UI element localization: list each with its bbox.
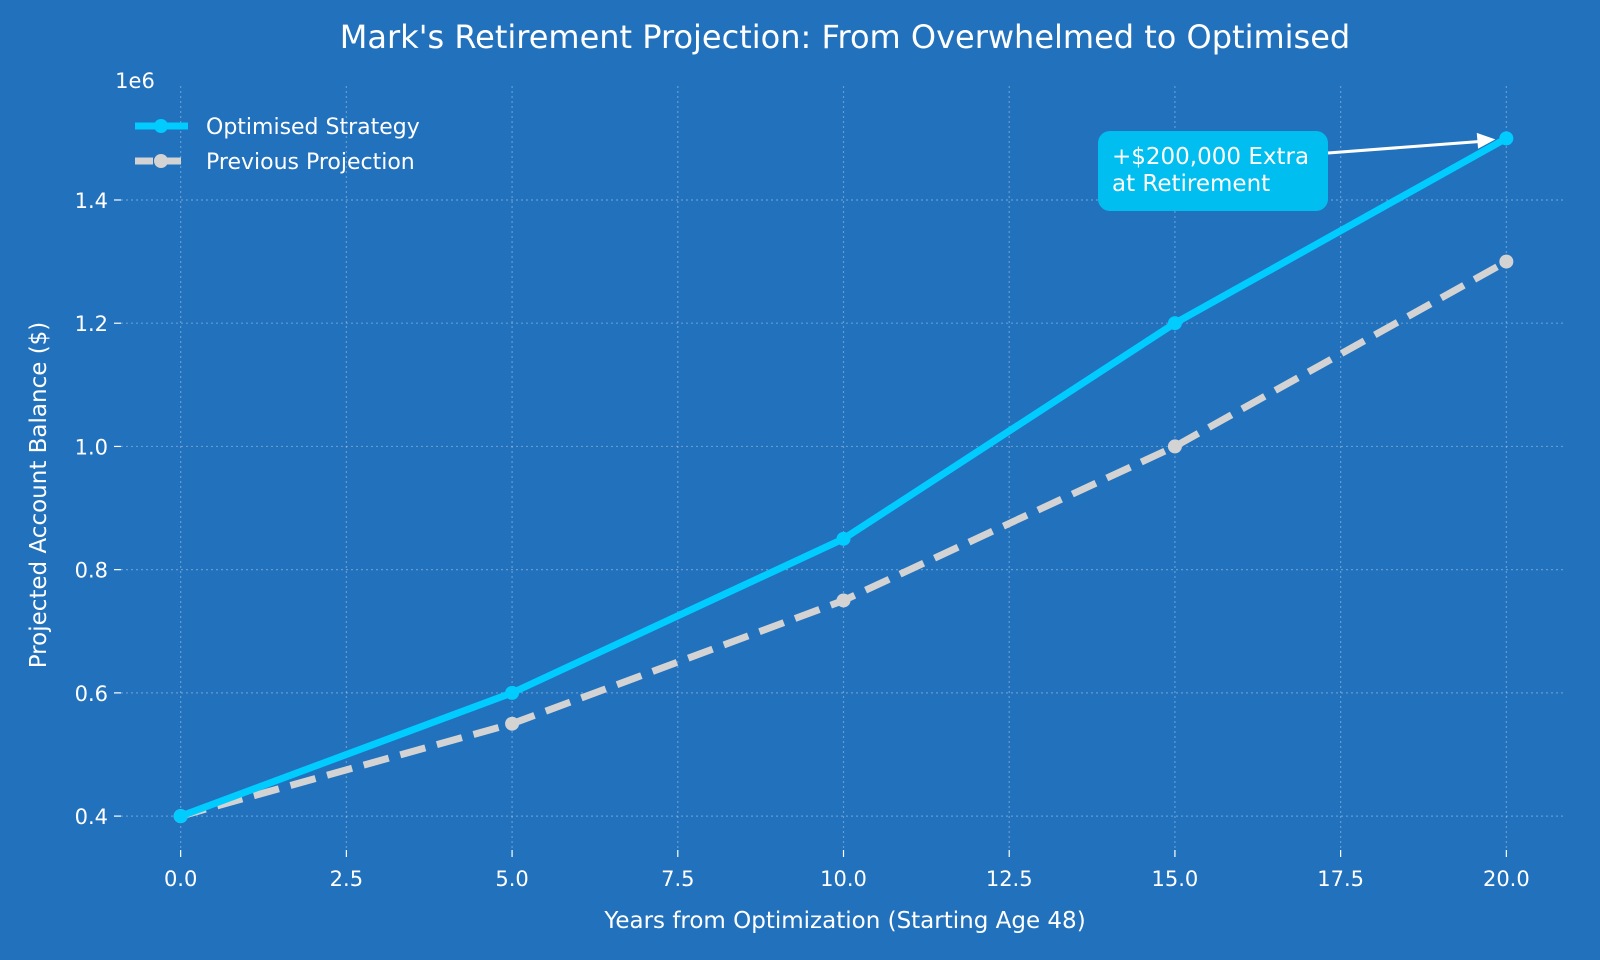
y-axis-label: Projected Account Balance ($) (26, 322, 52, 669)
legend-label-previous-projection: Previous Projection (206, 150, 415, 175)
y-tick-label: 1.2 (75, 312, 108, 336)
x-tick-label: 2.5 (330, 867, 363, 891)
x-axis-label: Years from Optimization (Starting Age 48… (603, 908, 1085, 934)
x-tick-label: 0.0 (164, 867, 197, 891)
annotation-arrow (1327, 139, 1482, 155)
data-point-previous-projection (1167, 439, 1182, 454)
data-point-previous-projection (1499, 254, 1514, 269)
legend-label-optimised-strategy: Optimised Strategy (206, 115, 420, 140)
x-tick-label: 17.5 (1317, 867, 1364, 891)
x-tick-label: 12.5 (986, 867, 1033, 891)
data-point-optimised-strategy (505, 685, 520, 700)
data-point-previous-projection (836, 593, 851, 608)
legend-marker-previous-projection (154, 154, 168, 168)
x-tick-label: 7.5 (661, 867, 694, 891)
y-axis-offset-label: 1e6 (115, 69, 155, 93)
x-tick-label: 20.0 (1483, 867, 1530, 891)
grid (121, 86, 1566, 850)
series (173, 131, 1514, 824)
x-tick-label: 10.0 (820, 867, 867, 891)
annotation-text: +$200,000 Extra (1112, 144, 1309, 170)
y-tick-label: 0.8 (75, 559, 108, 583)
y-tick-label: 1.0 (75, 435, 108, 459)
chart-title: Mark's Retirement Projection: From Overw… (340, 18, 1350, 56)
legend-marker-optimised-strategy (154, 119, 168, 133)
data-point-previous-projection (505, 716, 520, 731)
data-point-optimised-strategy (1167, 316, 1182, 331)
x-tick-label: 15.0 (1152, 867, 1199, 891)
data-point-optimised-strategy (836, 531, 851, 546)
y-tick-label: 1.4 (75, 189, 108, 213)
data-point-optimised-strategy (173, 809, 188, 824)
annotation-text: at Retirement (1112, 171, 1270, 197)
x-tick-label: 5.0 (495, 867, 528, 891)
annotation-arrowhead (1476, 132, 1496, 149)
y-tick-label: 0.6 (75, 682, 108, 706)
legend: Optimised Strategy Previous Projection (135, 115, 420, 175)
data-point-optimised-strategy (1499, 131, 1514, 146)
axis-ticks: 0.0 2.5 5.0 7.5 10.0 12.5 15.0 17.5 20.0 0.4 0.6 0.… (75, 189, 1530, 891)
y-tick-label: 0.4 (75, 805, 108, 829)
annotation-box (1098, 131, 1328, 211)
